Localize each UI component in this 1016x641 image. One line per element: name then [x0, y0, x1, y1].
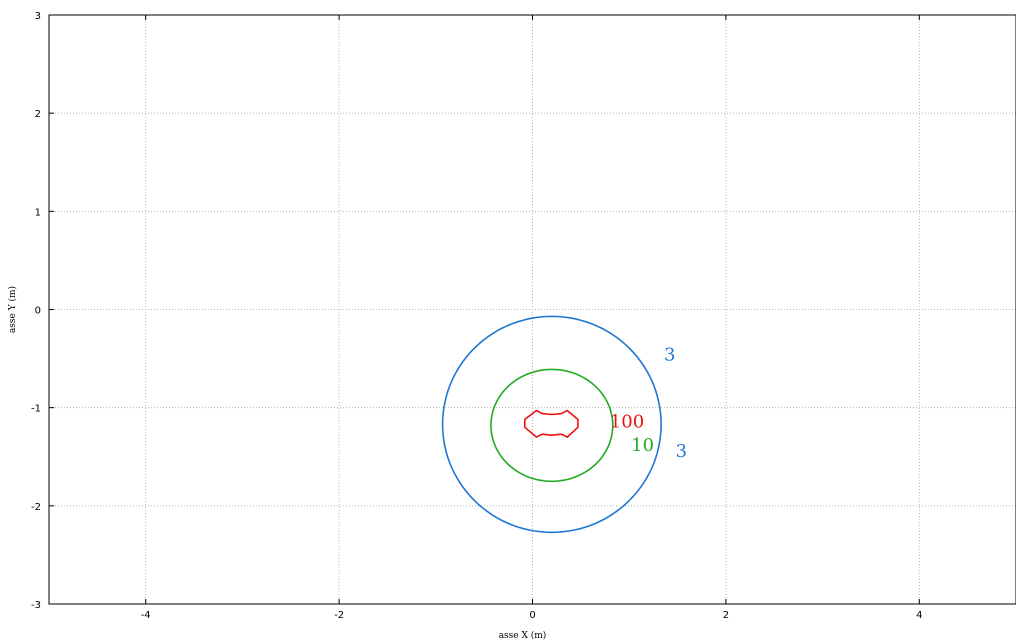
x-tick-label: 2	[723, 610, 729, 621]
x-tick-label: -2	[334, 610, 344, 621]
x-axis-title: asse X (m)	[499, 630, 547, 641]
y-tick-label: -2	[31, 502, 41, 513]
x-tick-label: 0	[529, 610, 535, 621]
y-axis-title: asse Y (m)	[7, 286, 18, 333]
y-tick-label: -3	[31, 600, 41, 611]
y-tick-label: -1	[31, 404, 41, 415]
contour-line-10	[490, 368, 614, 483]
y-tick-label: 3	[35, 11, 41, 22]
contour-label: 3	[664, 345, 675, 366]
contour-label: 100	[610, 411, 644, 432]
x-tick-label: -4	[141, 610, 151, 621]
y-tick-label: 2	[35, 109, 41, 120]
contour-label: 3	[676, 441, 687, 462]
grid	[49, 14, 1016, 605]
y-tick-label: 1	[35, 207, 41, 218]
annotations: 3 100 10 3	[610, 345, 687, 462]
contour-line-100	[524, 409, 579, 439]
y-tick-label: 0	[35, 306, 41, 317]
x-tick-label: 4	[916, 610, 922, 621]
contour-label: 10	[631, 435, 654, 456]
series	[441, 315, 662, 534]
contour-line-3	[441, 315, 662, 534]
